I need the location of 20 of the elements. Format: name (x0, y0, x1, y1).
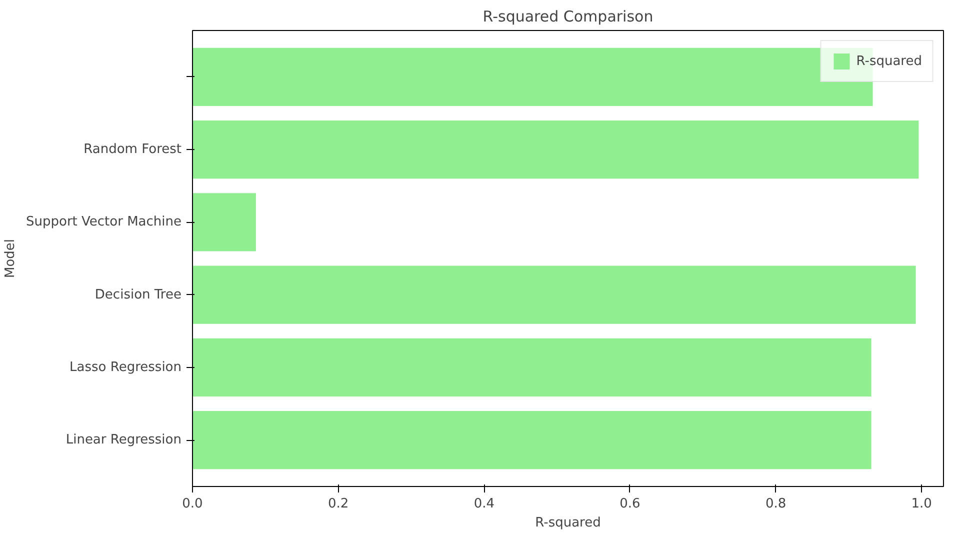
x-axis-title: R-squared (535, 516, 601, 530)
y-tick-label: Decision Tree (94, 287, 182, 302)
chart-title: R-squared Comparison (482, 8, 654, 26)
y-tick-label: Linear Regression (66, 432, 182, 448)
x-tick-label: 0.4 (474, 496, 494, 512)
x-tick-label: 0.6 (620, 496, 640, 512)
y-axis-title: Model (3, 238, 18, 278)
y-tick-label: Random Forest (84, 142, 182, 158)
x-tick-label: 0.2 (328, 496, 349, 512)
x-tick-label: 0.0 (182, 496, 203, 512)
bar (192, 410, 872, 470)
legend-label: R-squared (856, 54, 922, 68)
x-tick-label: 1.0 (911, 496, 932, 512)
bar (192, 193, 256, 252)
x-tick-label: 0.8 (765, 496, 786, 512)
y-tick-label: Lasso Regression (70, 360, 182, 375)
bar (192, 120, 919, 179)
bar (192, 266, 916, 324)
bar (192, 338, 872, 396)
y-tick-label: Support Vector Machine (26, 214, 182, 230)
